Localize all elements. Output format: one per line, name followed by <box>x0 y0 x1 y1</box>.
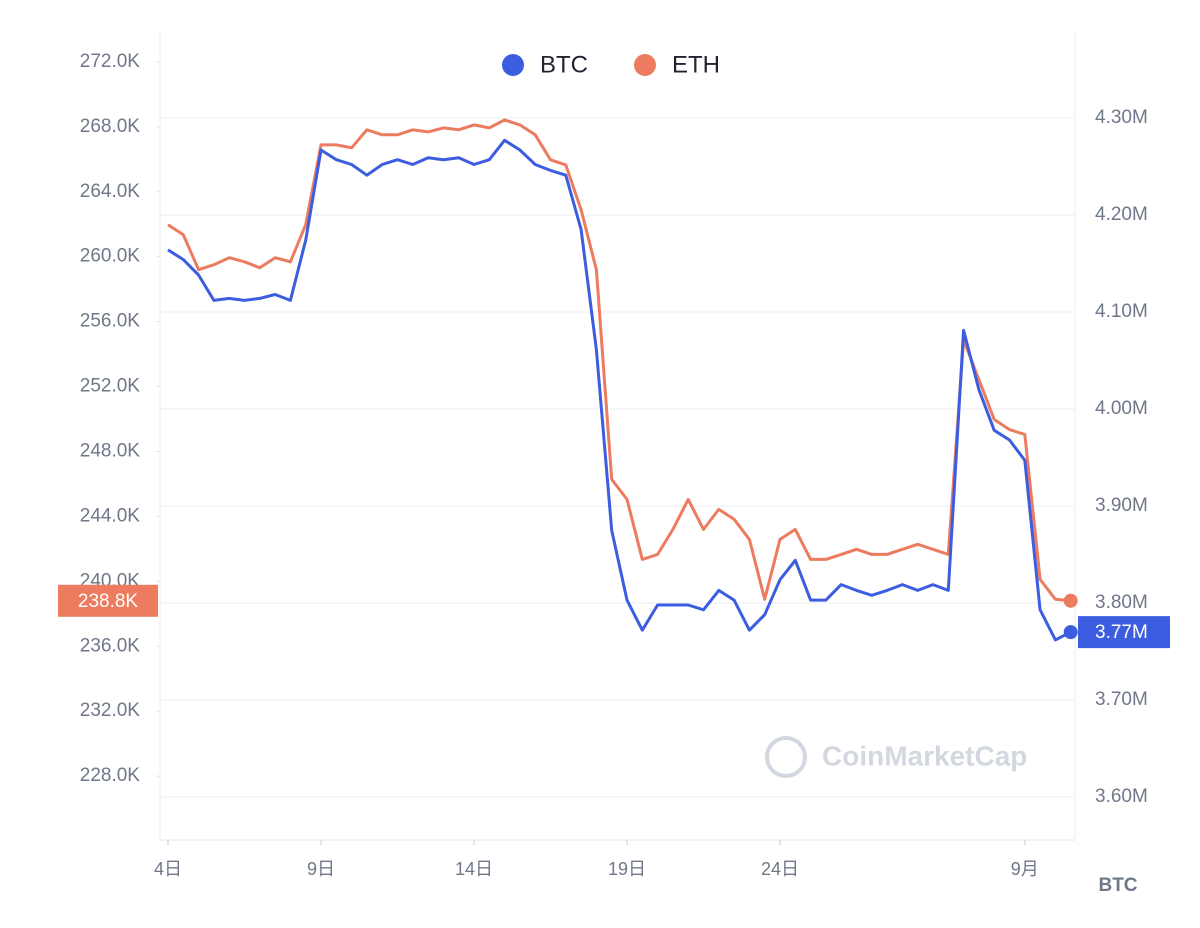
x-tick-label: 14日 <box>455 859 493 879</box>
y-tick-label: 248.0K <box>80 440 141 461</box>
y-tick-label: 260.0K <box>80 246 141 267</box>
legend-label: BTC <box>540 51 588 78</box>
y-tick-label: 268.0K <box>80 116 141 137</box>
value-badge <box>1078 616 1170 649</box>
legend-marker <box>502 54 524 76</box>
watermark: CoinMarketCap <box>765 736 1027 778</box>
value-badge <box>58 584 158 617</box>
value-badge-label: 238.8K <box>78 591 139 612</box>
legend-marker <box>634 54 656 76</box>
y2-tick-label: 3.80M <box>1095 592 1148 613</box>
y-tick-label: 244.0K <box>80 505 141 526</box>
legend-label: ETH <box>672 51 720 78</box>
y2-tick-label: 3.70M <box>1095 689 1148 710</box>
x-tick-label: 9日 <box>307 859 335 879</box>
end-dot <box>1063 593 1078 608</box>
y-tick-label: 228.0K <box>80 765 141 786</box>
x-tick-label: 4日 <box>154 859 182 879</box>
x-tick-label: 9月 <box>1011 859 1039 879</box>
y2-tick-label: 3.90M <box>1095 495 1148 516</box>
series-line <box>167 118 1071 603</box>
y2-tick-label: 4.30M <box>1095 107 1148 128</box>
y-tick-label: 252.0K <box>80 376 141 397</box>
y-tick-label: 256.0K <box>80 311 141 332</box>
series-line <box>167 138 1072 642</box>
x-tick-label: 19日 <box>608 859 646 879</box>
y-tick-label: 232.0K <box>80 700 141 721</box>
y-tick-label: 236.0K <box>80 635 141 656</box>
watermark-text: CoinMarketCap <box>822 740 1027 771</box>
watermark-icon <box>765 736 807 778</box>
y2-tick-label: 4.00M <box>1095 398 1148 419</box>
y2-tick-label: 4.20M <box>1095 204 1148 225</box>
y-tick-label: 272.0K <box>80 51 141 72</box>
y-tick-label: 264.0K <box>80 181 141 202</box>
y2-tick-label: 3.60M <box>1095 786 1148 807</box>
y2-tick-label: 4.10M <box>1095 301 1148 322</box>
value-badge-label: 3.77M <box>1095 622 1148 643</box>
x-tick-label: 24日 <box>761 859 799 879</box>
end-dot <box>1063 625 1078 640</box>
axis-unit: BTC <box>1098 875 1137 896</box>
